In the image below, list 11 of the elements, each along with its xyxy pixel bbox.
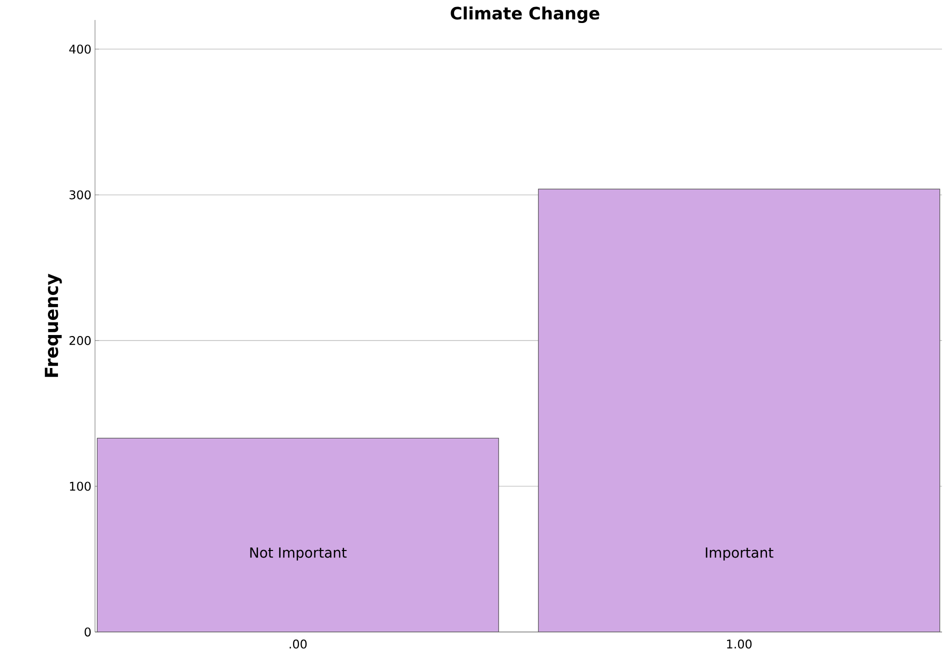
x-tick-label: 1.00 [727,640,752,649]
y-tick-label: 200 [70,336,91,346]
annotation: Important [706,547,774,561]
y-axis-title: Frequency [44,274,62,377]
y-tick-label: 100 [70,482,91,491]
y-tick-label: 400 [69,44,91,54]
chart-title: Climate Change [450,6,600,24]
y-tick-label: 300 [70,190,91,200]
x-tick-label: .00 [290,640,307,649]
annotation: Not Important [250,547,347,561]
y-tick-label: 0 [84,627,91,637]
